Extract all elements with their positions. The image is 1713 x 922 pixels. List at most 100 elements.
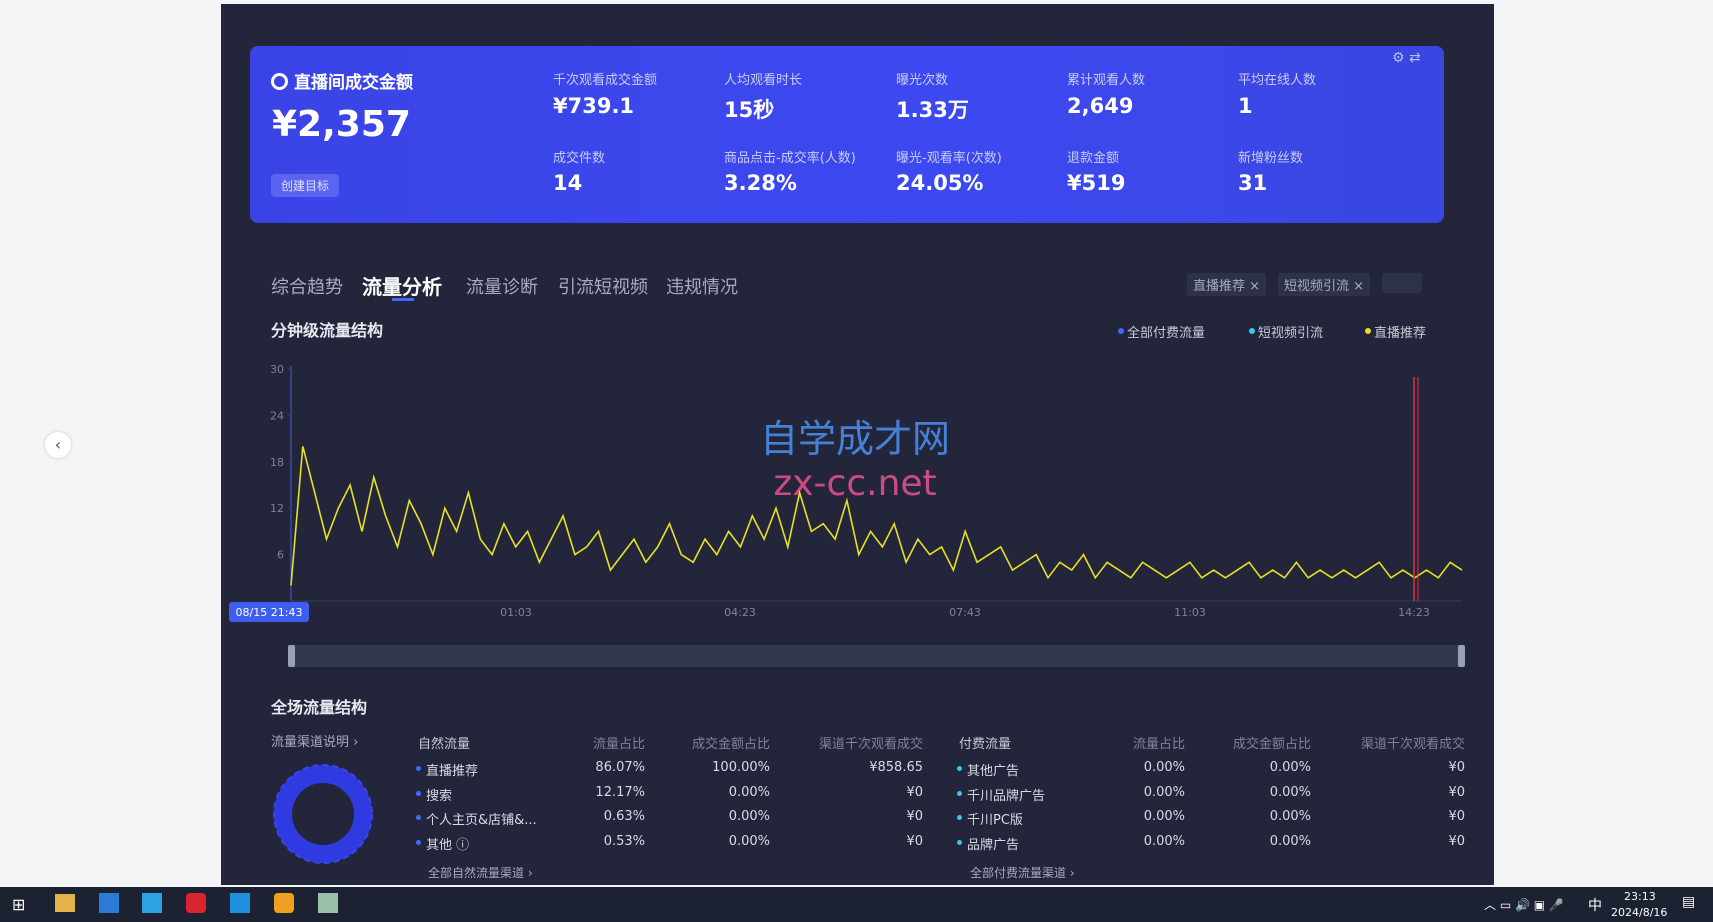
metric-label: 千次观看成交金额 — [553, 73, 658, 88]
metric-value: ¥739.1 — [553, 94, 635, 118]
table-cell: 0.63% — [603, 809, 645, 824]
filter-chip[interactable]: 短视频引流 × — [1278, 273, 1371, 296]
table-cell: ¥0 — [906, 833, 923, 849]
table-footer-link[interactable]: 全部自然流量渠道 › — [428, 866, 533, 880]
chart-title: 分钟级流量结构 — [271, 321, 384, 340]
table-header: 渠道千次观看成交 — [1360, 737, 1465, 752]
tab[interactable]: 违规情况 — [666, 277, 738, 298]
table-cell: 0.00% — [728, 809, 770, 824]
channel-help-link[interactable]: 流量渠道说明 › — [271, 735, 359, 750]
app-icon[interactable] — [99, 893, 119, 913]
table-cell: ¥858.65 — [869, 760, 923, 775]
row-dot — [416, 839, 421, 845]
ime-indicator[interactable]: 中 — [1588, 898, 1602, 914]
donut — [273, 764, 373, 864]
table-cell: 0.00% — [728, 784, 770, 800]
table-cell: 0.00% — [1143, 784, 1185, 800]
tab[interactable]: 流量分析 — [362, 275, 442, 299]
table-cell: 100.00% — [712, 760, 770, 775]
x-tick-label: 11:03 — [1174, 606, 1206, 619]
table-cell: 其他 ⓘ — [426, 837, 470, 853]
table-cell: 直播推荐 — [426, 764, 479, 779]
table-footer-link[interactable]: 全部付费流量渠道 › — [970, 866, 1075, 880]
legend-label: 直播推荐 — [1374, 326, 1427, 341]
card-title: 直播间成交金额 — [271, 68, 413, 93]
app-icon[interactable] — [55, 894, 75, 912]
clock-time: 23:13 — [1624, 890, 1656, 903]
table-header: 自然流量 — [418, 737, 471, 752]
table-cell: 0.00% — [1269, 833, 1311, 849]
metric-value: 15秒 — [724, 98, 775, 122]
table-cell: ¥0 — [1448, 760, 1465, 775]
create-goal-button[interactable]: 创建目标 — [271, 174, 340, 197]
range-slider — [291, 645, 1462, 667]
back-arrow[interactable]: ‹ — [45, 432, 71, 458]
legend-label: 短视频引流 — [1258, 326, 1324, 341]
y-tick-label: 24 — [270, 409, 284, 422]
y-tick-label: 18 — [270, 456, 284, 469]
table-cell: 千川PC版 — [967, 813, 1023, 828]
donut-outline — [273, 764, 373, 864]
app-icon[interactable] — [318, 893, 338, 913]
metric-label: 人均观看时长 — [724, 73, 803, 88]
filter-dropdown[interactable] — [1382, 273, 1422, 293]
watermark: 自学成才网 — [760, 417, 950, 461]
legend-dot — [1118, 328, 1124, 334]
row-dot — [957, 766, 962, 771]
x-tick-label: 04:23 — [724, 606, 756, 619]
tab[interactable]: 综合趋势 — [271, 277, 343, 298]
table-cell: 个人主页&店铺&... — [426, 813, 537, 828]
app-icon[interactable] — [186, 893, 206, 913]
x-tick-label: 07:43 — [949, 606, 981, 619]
table-cell: 品牌广告 — [967, 837, 1020, 853]
row-dot — [416, 766, 421, 771]
taskbar: ⊞ ︿ ▭ 🔊 ▣ 🎤 中 23:13 2024/8/16 ▤ — [0, 887, 1713, 922]
slider-handle — [288, 645, 295, 667]
tab[interactable]: 流量诊断 — [466, 277, 538, 298]
app-icon[interactable] — [230, 893, 250, 913]
table-cell: ¥0 — [1448, 809, 1465, 824]
section-title: 全场流量结构 — [271, 698, 368, 717]
tray-icons[interactable]: ︿ ▭ 🔊 ▣ 🎤 — [1484, 898, 1564, 912]
table-cell: ¥0 — [1448, 833, 1465, 849]
table-header: 成交金额占比 — [691, 737, 770, 752]
app-icon[interactable] — [142, 893, 162, 913]
gmv-value: ¥2,357 — [272, 104, 411, 145]
x-tick-label: 08/15 21:43 — [236, 606, 303, 619]
card-title-text: 直播间成交金额 — [294, 73, 413, 93]
row-dot — [416, 815, 421, 820]
table-cell: 0.00% — [1143, 760, 1185, 775]
metric-value: 31 — [1238, 171, 1268, 195]
table-header: 成交金额占比 — [1232, 737, 1311, 752]
app-icon[interactable] — [274, 893, 294, 913]
y-tick-label: 30 — [270, 363, 284, 376]
filter-chip[interactable]: 直播推荐 × — [1187, 273, 1267, 296]
row-dot — [957, 839, 962, 845]
metric-value: ¥519 — [1067, 171, 1126, 195]
table-header: 渠道千次观看成交 — [818, 737, 923, 752]
row-dot — [957, 790, 962, 796]
row-dot — [416, 790, 421, 796]
metric-label: 曝光次数 — [896, 73, 949, 88]
metric-label: 成交件数 — [553, 151, 606, 166]
notifications[interactable]: ▤ — [1682, 894, 1696, 910]
card-icons[interactable]: ⚙ ⇄ — [1392, 50, 1421, 66]
table-cell: 其他广告 — [967, 764, 1020, 779]
start-button[interactable]: ⊞ — [12, 895, 26, 914]
table-cell: 0.53% — [603, 833, 645, 849]
metric-label: 曝光-观看率(次数) — [896, 151, 1002, 166]
traffic-line — [290, 446, 1463, 586]
legend-dot — [1365, 328, 1371, 334]
x-tick-label: 01:03 — [500, 606, 532, 619]
tab-underline — [392, 298, 414, 301]
table-header: 流量占比 — [592, 737, 645, 752]
slider-handle — [1458, 645, 1465, 667]
table-cell: 0.00% — [1269, 809, 1311, 824]
tab[interactable]: 引流短视频 — [558, 277, 648, 298]
legend-dot — [1249, 328, 1255, 334]
clock-date: 2024/8/16 — [1611, 906, 1668, 919]
time-badge — [229, 602, 309, 622]
table-cell: ¥0 — [906, 809, 923, 824]
icon — [271, 73, 288, 90]
